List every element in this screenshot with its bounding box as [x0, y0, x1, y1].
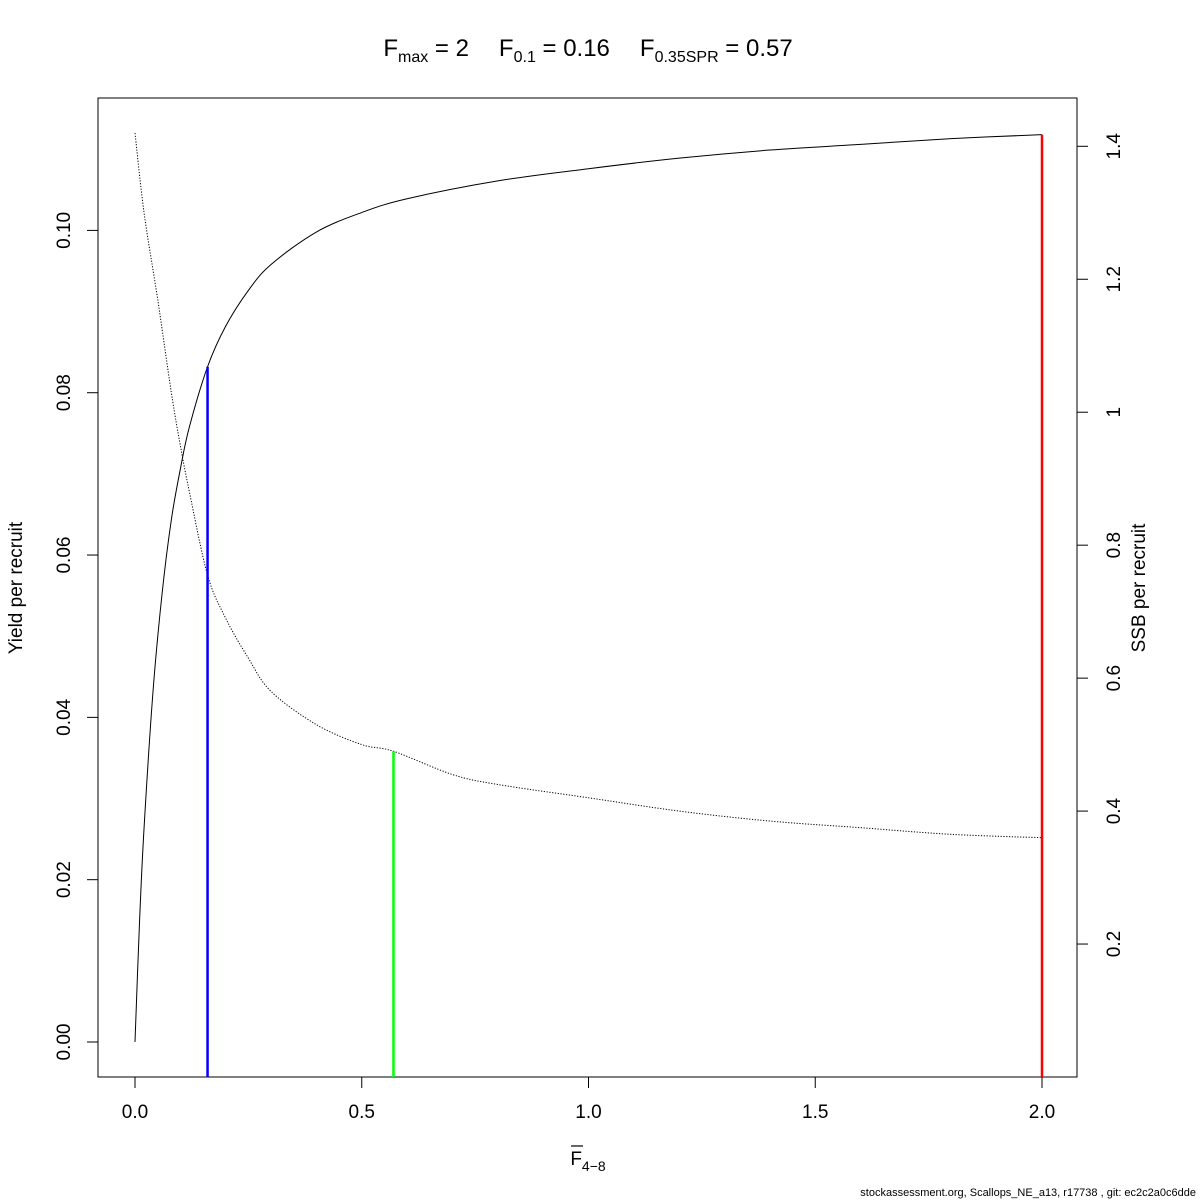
- x-axis-title: F4−8: [570, 1149, 606, 1174]
- y-tick-label: 0.08: [54, 374, 75, 411]
- chart-title: Fmax = 2 F0.1 = 0.16 F0.35SPR = 0.57: [383, 35, 792, 66]
- y-tick-label: 0.10: [54, 212, 75, 249]
- x-tick-label: 2.0: [1029, 1102, 1055, 1123]
- y-tick-label: 0.02: [54, 861, 75, 898]
- y2-tick-label: 1: [1104, 407, 1125, 418]
- y-tick-label: 0.00: [54, 1024, 75, 1061]
- x-tick-label: 0.5: [349, 1102, 375, 1123]
- y2-axis-title: SSB per recruit: [1129, 523, 1150, 653]
- y-tick-label: 0.06: [54, 537, 75, 574]
- footer-note: stockassessment.org, Scallops_NE_a13, r1…: [860, 1187, 1196, 1199]
- y-tick-label: 0.04: [54, 698, 75, 735]
- y2-tick-label: 0.2: [1104, 931, 1125, 957]
- ssb-per-recruit-line: [134, 132, 1043, 839]
- x-tick-label: 1.0: [575, 1102, 601, 1123]
- x-tick-label: 0.0: [122, 1102, 148, 1123]
- x-tick-label: 1.5: [802, 1102, 828, 1123]
- plot-frame: [97, 97, 1078, 1078]
- y2-tick-label: 0.6: [1104, 665, 1125, 691]
- y2-tick-label: 0.8: [1104, 532, 1125, 558]
- yield-per-recruit-line: [134, 134, 1043, 1043]
- y2-tick-label: 1.4: [1104, 133, 1125, 160]
- y2-tick-label: 1.2: [1104, 266, 1125, 292]
- y2-tick-label: 0.4: [1104, 797, 1125, 824]
- y-axis-title: Yield per recruit: [6, 521, 27, 654]
